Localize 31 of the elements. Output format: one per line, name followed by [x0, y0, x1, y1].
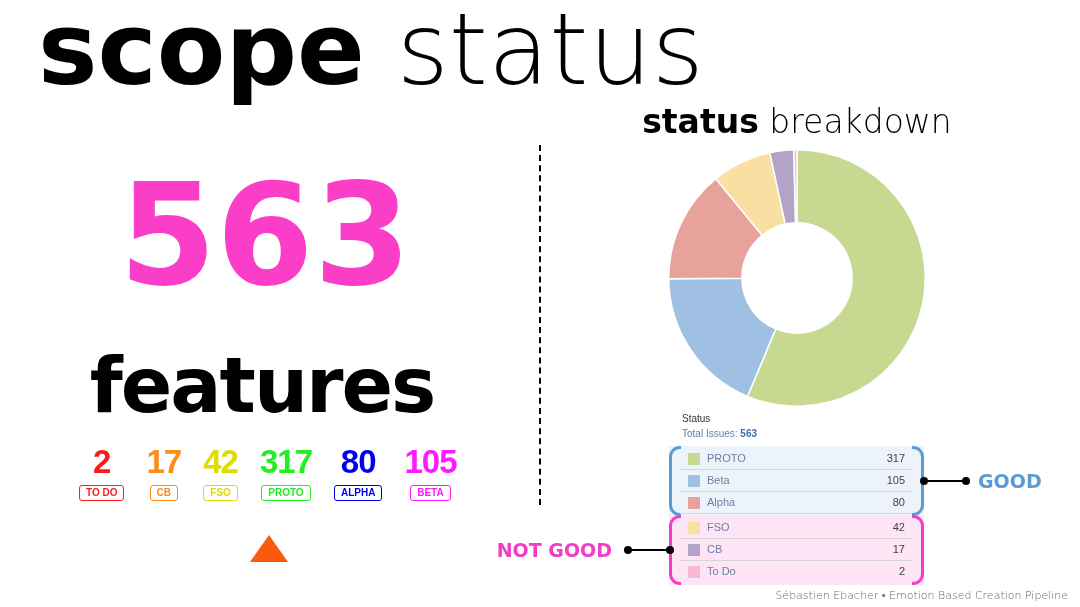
- category-label: PROTO: [261, 485, 311, 501]
- category-label: TO DO: [79, 485, 125, 501]
- category-label: CB: [707, 543, 723, 555]
- category-label: ALPHA: [333, 485, 383, 501]
- category-label: BETA: [410, 485, 451, 501]
- data-label: 2: [898, 565, 905, 577]
- data-label: 17: [146, 443, 182, 480]
- text: NOT GOOD: [496, 539, 612, 561]
- text: Sébastien Ebacher • Emotion Based Creation Pipeline: [775, 589, 1068, 602]
- data-label: 317: [886, 452, 905, 464]
- data-label: 317: [259, 443, 312, 480]
- data-label: 42: [892, 521, 905, 533]
- data-label: 2: [93, 443, 111, 480]
- data-label: 42: [203, 443, 238, 480]
- text: Total Issues: 563: [682, 428, 758, 439]
- category-label: Alpha: [707, 496, 736, 508]
- text: 563: [118, 154, 412, 317]
- text: features: [89, 341, 435, 430]
- category-label: To Do: [707, 565, 736, 577]
- text: GOOD: [978, 470, 1042, 492]
- data-label: 105: [886, 474, 905, 486]
- text: Status: [682, 413, 711, 424]
- category-label: PROTO: [707, 452, 746, 464]
- data-label: 80: [340, 443, 376, 480]
- data-label: 80: [892, 496, 905, 508]
- data-label: 17: [892, 543, 905, 555]
- category-label: FSO: [203, 485, 238, 501]
- category-label: FSO: [707, 521, 730, 533]
- data-label: 105: [404, 443, 457, 480]
- category-label: Beta: [707, 474, 730, 486]
- category-label: CB: [149, 485, 179, 501]
